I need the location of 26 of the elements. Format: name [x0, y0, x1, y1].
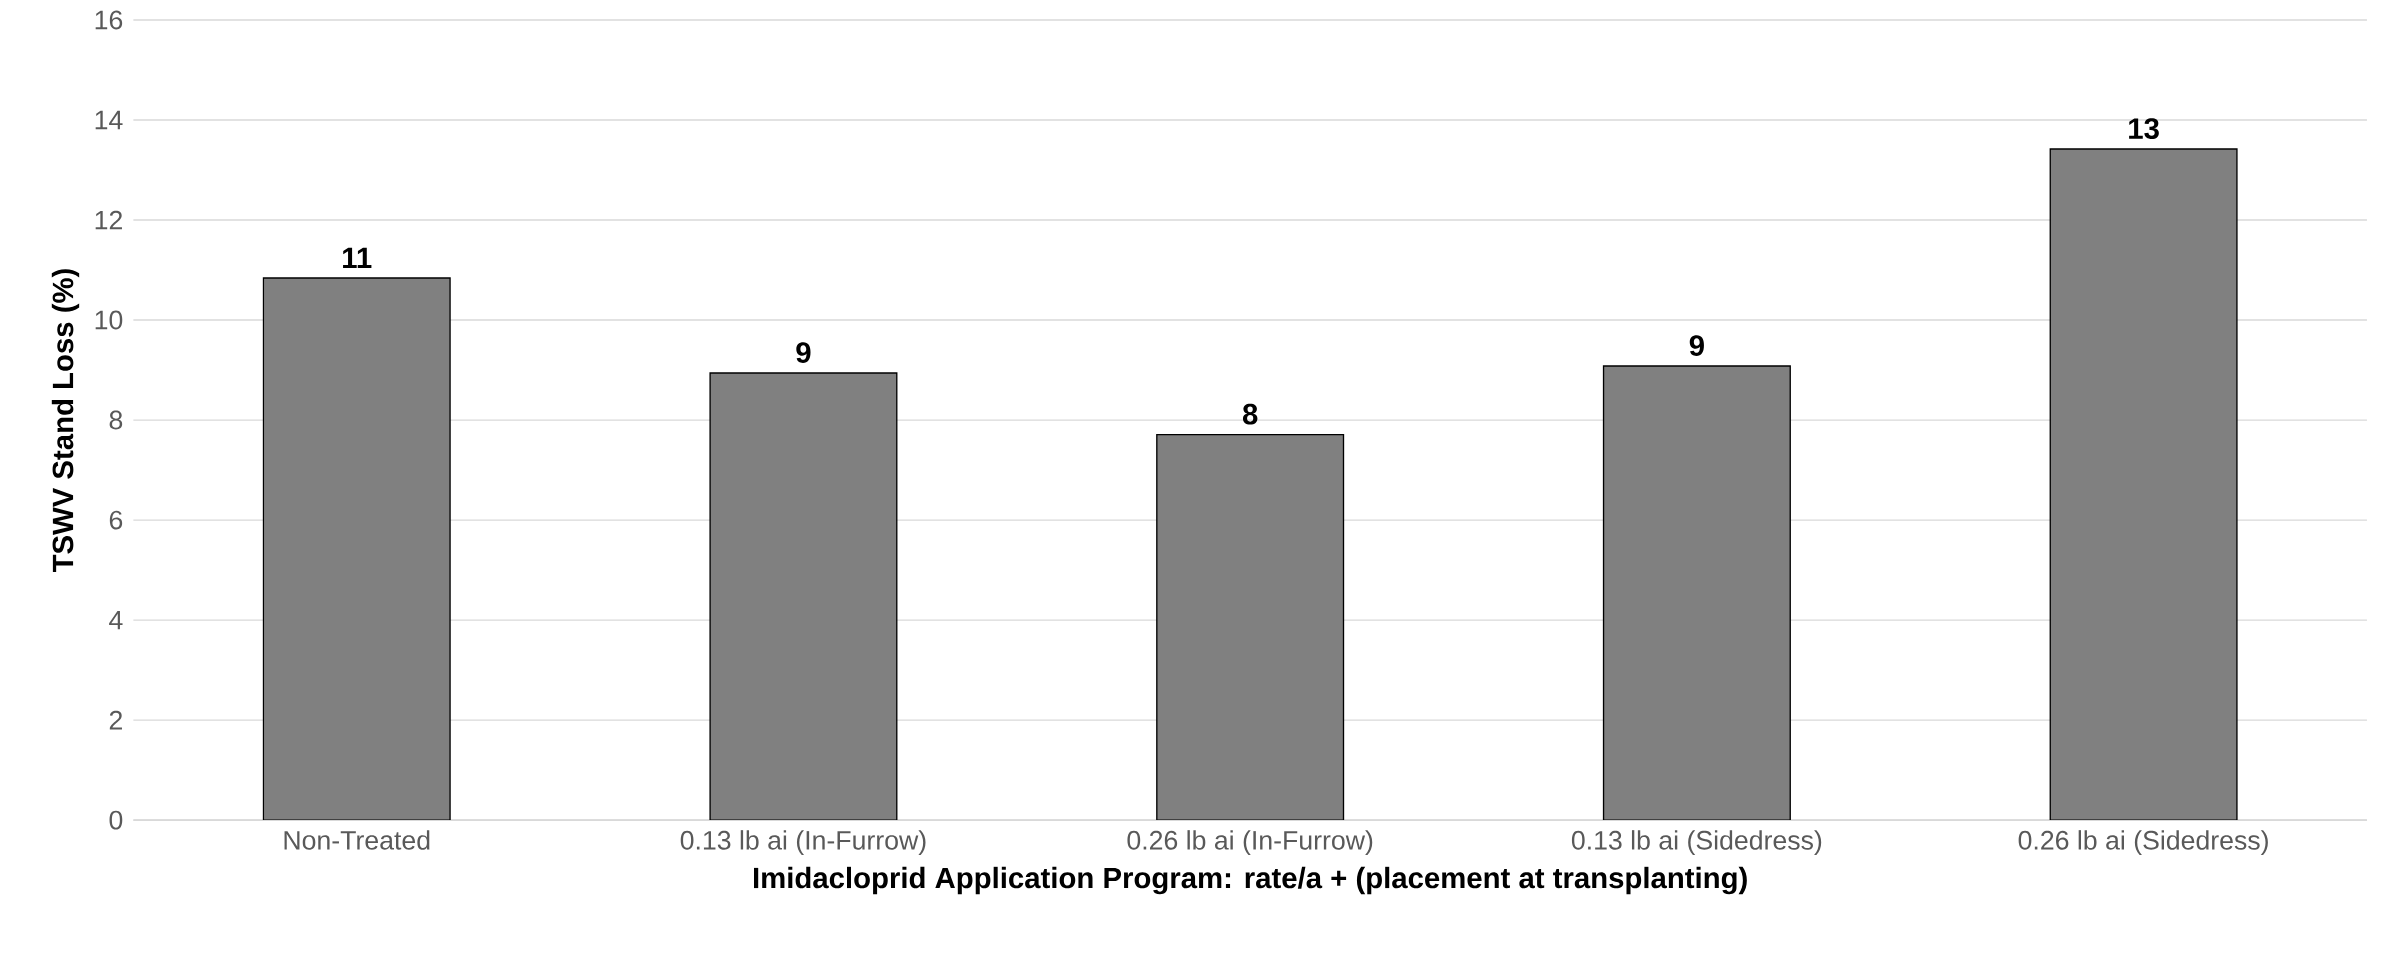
data-label: 9 [796, 342, 811, 363]
y-tick-label: 10 [95, 310, 123, 330]
bar [1156, 433, 1345, 821]
x-axis-title: Imidacloprid Application Program: rate/a + (placement at transplanting) [753, 866, 1747, 895]
data-label: 9 [1689, 335, 1704, 356]
data-label: 11 [343, 247, 372, 268]
y-tick-label: 8 [109, 410, 123, 430]
x-tick-label: 0.26 lb ai (In-Furrow) [1127, 830, 1373, 855]
x-tick-label: 0.13 lb ai (Sidedress) [1571, 830, 1822, 855]
y-tick-label: 14 [95, 110, 123, 130]
bar [2049, 148, 2238, 821]
data-label: 13 [2129, 118, 2159, 139]
x-tick-label: Non-Treated [284, 830, 430, 850]
y-tick-label: 0 [109, 810, 123, 830]
x-tick-label: 0.26 lb ai (Sidedress) [2018, 830, 2268, 855]
bar [1602, 365, 1791, 821]
y-tick-label: 4 [109, 610, 123, 630]
y-tick-label: 2 [109, 710, 122, 730]
y-axis-title: TSWV Stand Loss (%) [51, 269, 80, 573]
y-tick-label: 12 [95, 210, 122, 230]
bar [262, 277, 451, 821]
data-label: 8 [1242, 403, 1258, 425]
y-tick-label: 16 [95, 10, 123, 30]
x-tick-label: 0.13 lb ai (In-Furrow) [680, 830, 926, 855]
y-tick-label: 6 [109, 510, 123, 530]
bar [709, 372, 898, 821]
